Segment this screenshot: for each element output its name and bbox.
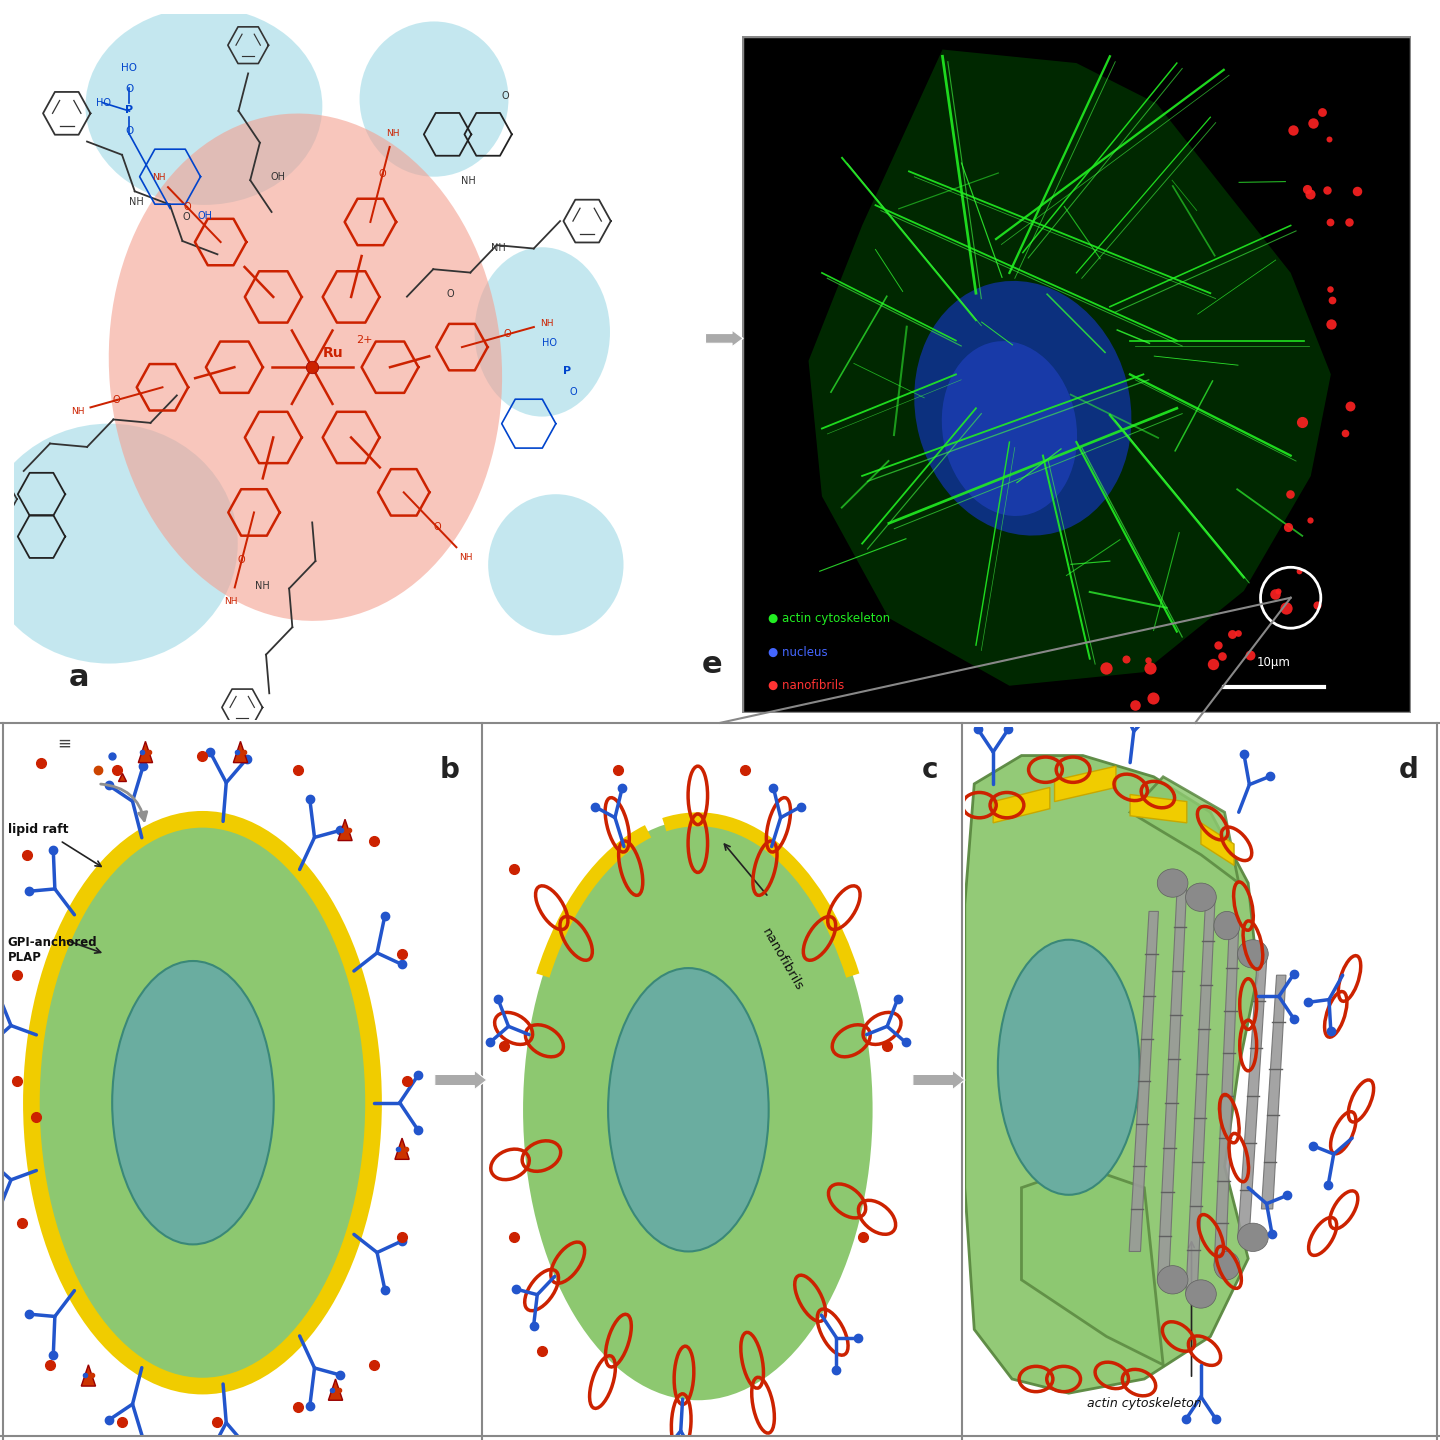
Text: Ru: Ru — [323, 346, 343, 360]
Ellipse shape — [998, 940, 1139, 1195]
Text: O: O — [183, 202, 192, 212]
Text: ≡: ≡ — [58, 734, 72, 753]
Ellipse shape — [1214, 912, 1240, 940]
Text: O: O — [433, 523, 441, 533]
Text: 10μm: 10μm — [1257, 655, 1290, 668]
Text: NH: NH — [540, 318, 553, 328]
Polygon shape — [138, 742, 153, 763]
Text: O: O — [569, 387, 577, 397]
Text: OH: OH — [271, 173, 285, 183]
Text: lipid raft: lipid raft — [7, 824, 68, 837]
Ellipse shape — [475, 248, 611, 416]
Polygon shape — [1130, 795, 1187, 822]
Ellipse shape — [85, 7, 323, 204]
Polygon shape — [1130, 776, 1238, 883]
Text: d: d — [1398, 756, 1418, 783]
Ellipse shape — [360, 22, 508, 177]
Text: P: P — [125, 105, 134, 115]
Polygon shape — [1021, 1166, 1164, 1365]
Text: GPI-anchored
PLAP: GPI-anchored PLAP — [7, 936, 98, 963]
Polygon shape — [1214, 926, 1238, 1266]
Ellipse shape — [488, 494, 624, 635]
Polygon shape — [233, 742, 248, 763]
Polygon shape — [809, 49, 1331, 685]
Ellipse shape — [112, 960, 274, 1244]
Text: e: e — [701, 649, 721, 678]
Ellipse shape — [608, 968, 769, 1251]
Text: O: O — [125, 127, 134, 137]
Ellipse shape — [1185, 1280, 1217, 1308]
Polygon shape — [338, 819, 353, 841]
Text: NH: NH — [459, 553, 472, 562]
Ellipse shape — [523, 819, 873, 1400]
Polygon shape — [1261, 975, 1286, 1210]
Text: NH: NH — [255, 580, 271, 590]
Text: c: c — [922, 756, 939, 783]
Ellipse shape — [1237, 1223, 1269, 1251]
Text: a: a — [69, 662, 89, 691]
Text: b: b — [439, 756, 459, 783]
Ellipse shape — [109, 114, 503, 621]
Text: O: O — [504, 330, 511, 340]
Text: O: O — [446, 289, 455, 300]
Text: NH: NH — [71, 406, 84, 416]
Text: O: O — [125, 84, 134, 94]
Text: nanofibrils: nanofibrils — [759, 926, 805, 992]
Text: O: O — [379, 170, 386, 179]
Polygon shape — [395, 1138, 409, 1159]
Text: ● actin cytoskeleton: ● actin cytoskeleton — [769, 612, 890, 625]
Ellipse shape — [32, 819, 373, 1387]
Polygon shape — [1238, 953, 1267, 1237]
Polygon shape — [1054, 766, 1116, 802]
Text: NH: NH — [386, 128, 400, 138]
Text: HO: HO — [95, 98, 111, 108]
Polygon shape — [1129, 912, 1158, 1251]
Text: NH: NH — [151, 173, 166, 181]
Text: O: O — [183, 212, 190, 222]
Text: P: P — [563, 366, 570, 376]
Ellipse shape — [0, 423, 238, 664]
Text: actin cytoskeleton: actin cytoskeleton — [1087, 1397, 1201, 1410]
Polygon shape — [81, 1365, 95, 1387]
Polygon shape — [1158, 883, 1187, 1280]
Text: HO: HO — [121, 63, 137, 73]
Polygon shape — [1187, 897, 1215, 1295]
Text: ● nucleus: ● nucleus — [769, 645, 828, 658]
Text: ● nanofibrils: ● nanofibrils — [769, 680, 845, 693]
Polygon shape — [994, 788, 1050, 822]
Text: HO: HO — [543, 338, 557, 348]
Ellipse shape — [1185, 883, 1217, 912]
Ellipse shape — [1158, 868, 1188, 897]
Polygon shape — [328, 1380, 343, 1400]
Ellipse shape — [1214, 1251, 1240, 1280]
Text: O: O — [112, 395, 121, 405]
Text: O: O — [501, 91, 510, 101]
Ellipse shape — [914, 281, 1132, 536]
Text: NH: NH — [491, 243, 505, 253]
Ellipse shape — [1237, 940, 1269, 968]
Text: OH: OH — [197, 212, 212, 220]
Polygon shape — [1201, 822, 1234, 865]
Ellipse shape — [942, 341, 1077, 516]
Text: NH: NH — [130, 197, 144, 206]
Text: 2+: 2+ — [356, 334, 373, 344]
Text: O: O — [238, 556, 246, 564]
Text: NH: NH — [225, 596, 238, 606]
Ellipse shape — [1158, 1266, 1188, 1295]
Polygon shape — [965, 756, 1257, 1392]
Text: NH: NH — [461, 176, 475, 186]
